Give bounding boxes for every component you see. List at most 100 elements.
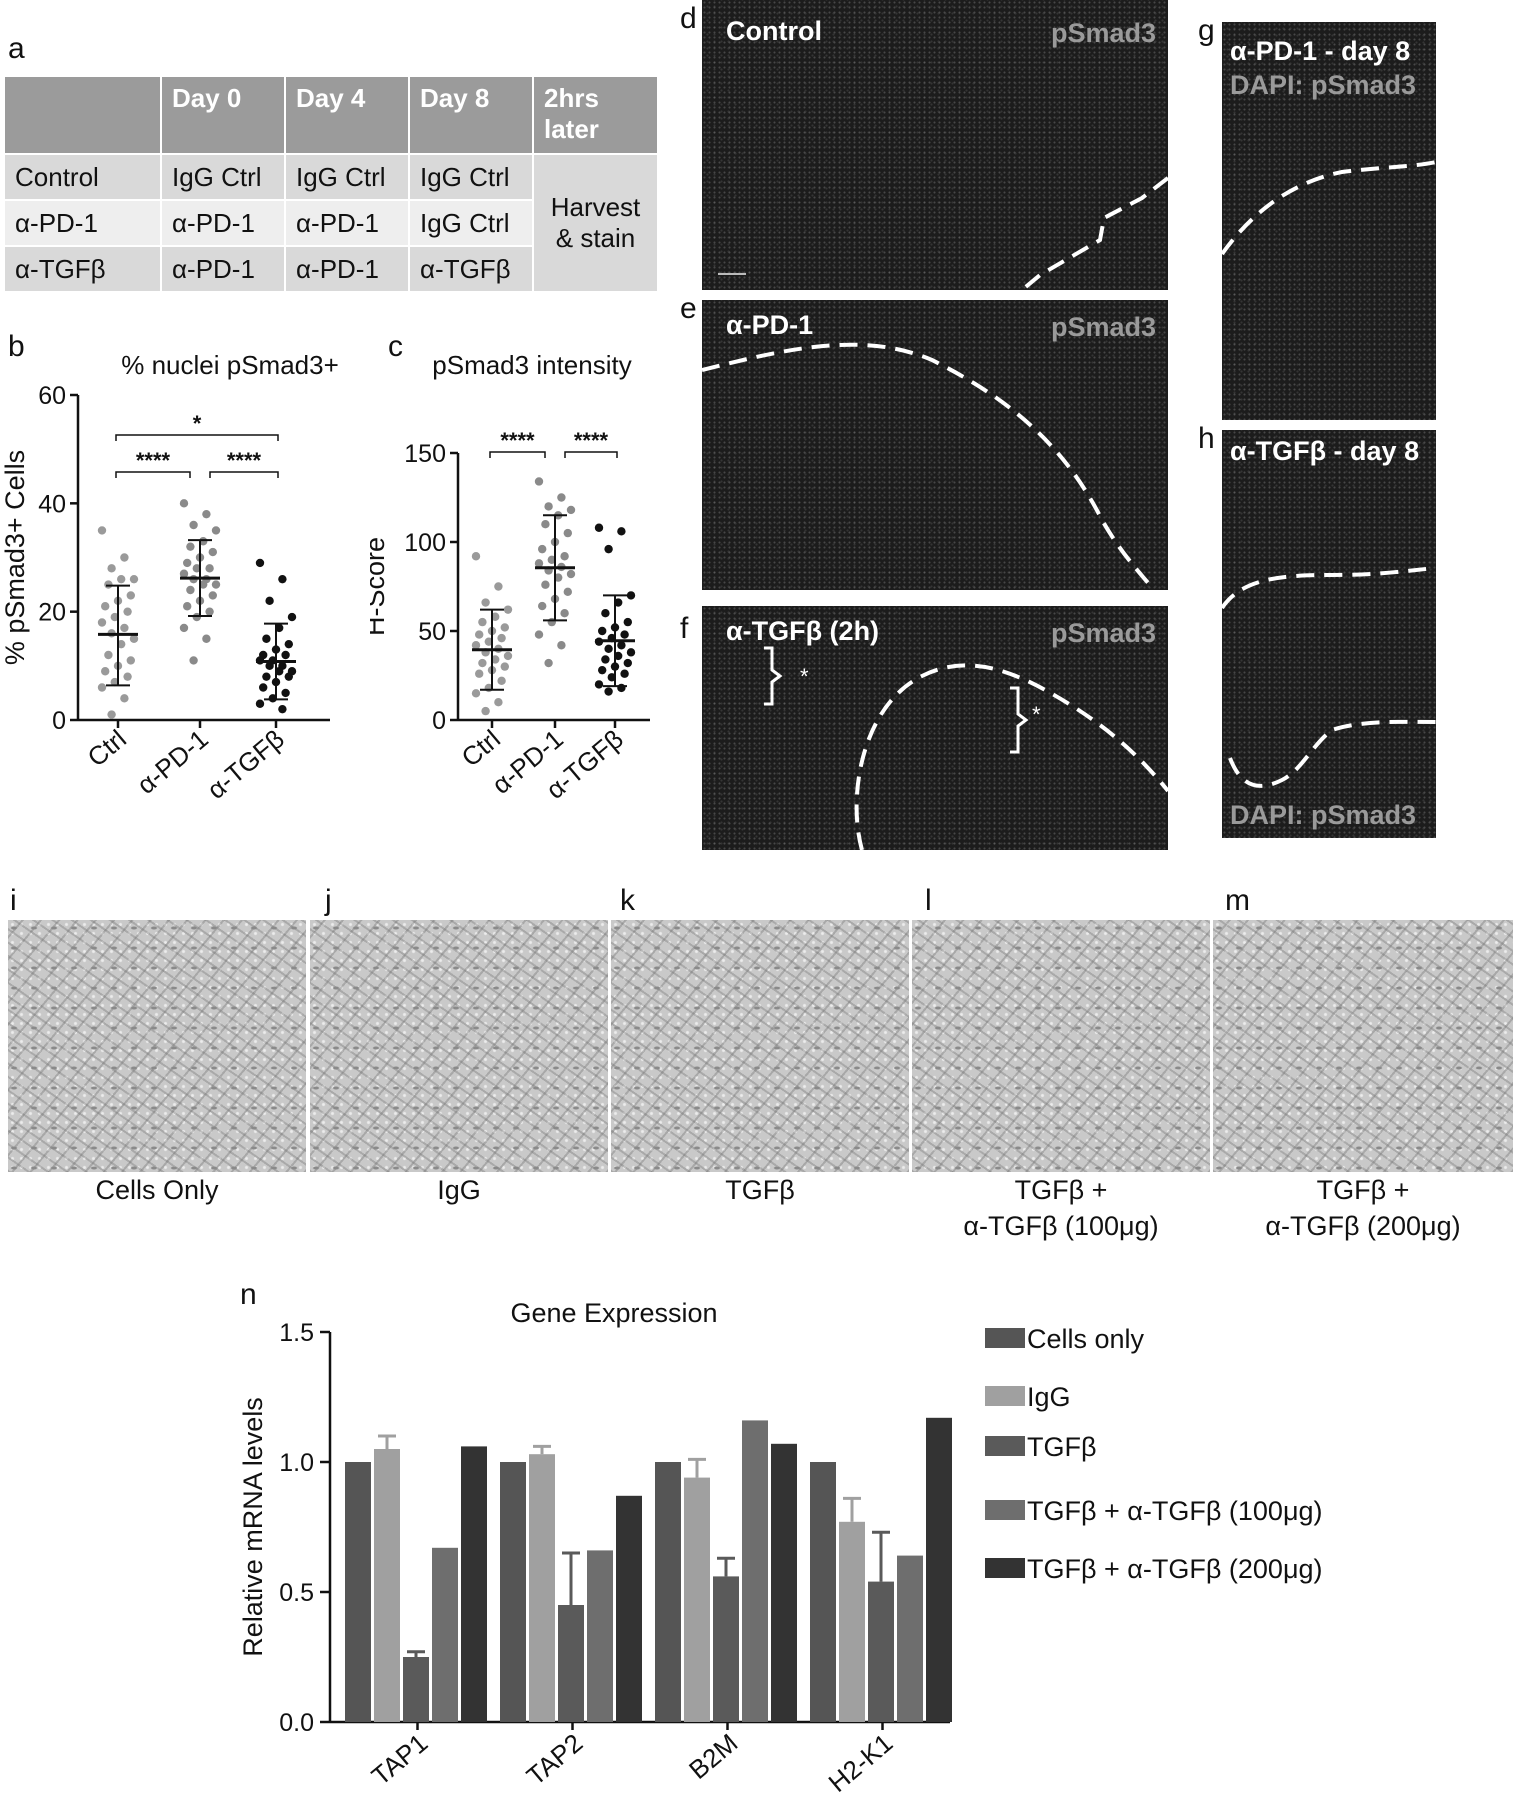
data-point	[541, 580, 550, 589]
y-tick-label: 40	[38, 490, 66, 518]
data-point	[497, 633, 506, 643]
bar	[461, 1446, 487, 1722]
y-tick-label: 0.0	[279, 1709, 314, 1737]
bar	[529, 1454, 555, 1722]
table-cell: α-TGFβ	[408, 245, 534, 293]
data-point	[601, 655, 610, 664]
data-point	[481, 706, 490, 716]
panel-letter-d: d	[680, 2, 697, 35]
data-point	[101, 602, 110, 611]
chart-title: pSmad3 intensity	[432, 350, 631, 380]
data-point	[604, 644, 613, 653]
table-cell: IgG Ctrl	[160, 153, 286, 201]
data-point	[478, 658, 487, 668]
table-cell: α-PD-1	[284, 199, 410, 247]
y-tick-label: 60	[38, 382, 66, 410]
bar	[374, 1449, 400, 1722]
bar	[432, 1547, 458, 1722]
significance-bracket	[209, 471, 279, 478]
scale-bar	[718, 273, 746, 275]
table-header-cell: Day 4	[284, 75, 410, 155]
data-point	[189, 656, 198, 665]
data-point	[617, 527, 626, 536]
stain-label: pSmad3	[1050, 312, 1156, 342]
data-point	[265, 596, 274, 606]
data-point	[129, 634, 139, 643]
data-point	[560, 609, 569, 618]
x-tick-label: H2-K1	[823, 1728, 899, 1798]
bar	[558, 1605, 584, 1722]
data-point	[255, 558, 265, 568]
treatment-schedule-table: Day 0 Day 4 Day 8 2hrs later Control IgG…	[3, 75, 659, 293]
table-header-cell: 2hrs later	[532, 75, 659, 155]
data-point	[284, 639, 293, 649]
micrograph-label: α-PD-1 - day 8	[1230, 36, 1411, 66]
data-point	[557, 493, 566, 502]
significance-label: ****	[136, 448, 171, 473]
data-point	[262, 634, 271, 643]
micrograph-label: α-TGFβ (2h)	[726, 616, 880, 646]
data-point	[604, 544, 613, 554]
brightfield-caption: IgG	[437, 1175, 481, 1205]
significance-label: ****	[227, 448, 262, 473]
panel-letter-g: g	[1198, 14, 1215, 47]
bar	[616, 1495, 642, 1722]
data-point	[179, 569, 189, 578]
data-point	[186, 585, 195, 595]
y-tick-label: 0	[52, 707, 66, 735]
data-point	[560, 552, 569, 561]
micrograph-label: Control	[726, 16, 822, 46]
table-cell: α-PD-1	[3, 199, 162, 247]
data-point	[544, 502, 553, 511]
data-point	[497, 676, 506, 686]
data-point	[566, 569, 576, 579]
data-point	[475, 669, 484, 678]
table-header-cell: Day 8	[408, 75, 534, 155]
data-point	[594, 523, 604, 532]
table-cell: α-PD-1	[160, 199, 286, 247]
significance-bracket	[564, 451, 618, 458]
data-point	[494, 698, 503, 707]
table-cell: IgG Ctrl	[284, 153, 410, 201]
brightfield-caption: TGFβ + α-TGFβ (200μg)	[1213, 1172, 1513, 1244]
data-point	[566, 505, 576, 515]
data-point	[281, 688, 290, 698]
y-tick-label: 100	[404, 529, 446, 557]
brightfield-igg	[310, 920, 608, 1172]
table-cell: IgG Ctrl	[408, 199, 534, 247]
data-point	[278, 704, 287, 714]
significance-bracket	[115, 434, 279, 441]
y-tick-label: 20	[38, 599, 66, 627]
data-point	[626, 591, 636, 600]
data-point	[199, 537, 208, 546]
table-merged-cell: Harvest & stain	[532, 153, 659, 293]
stain-label: DAPI: pSmad3	[1230, 800, 1417, 830]
data-point	[494, 582, 503, 591]
micrograph-anti-tgfb: * * α-TGFβ (2h) pSmad3	[702, 606, 1168, 850]
bar	[839, 1521, 865, 1722]
data-point	[126, 591, 135, 600]
data-point	[538, 544, 547, 554]
bar	[500, 1462, 526, 1722]
data-point	[97, 618, 107, 627]
data-point	[104, 580, 113, 589]
data-point	[120, 623, 129, 633]
data-point	[534, 559, 544, 568]
significance-label: ****	[500, 428, 535, 453]
panel-letter-k: k	[620, 884, 635, 917]
panel-letter-i: i	[10, 884, 17, 917]
data-point	[211, 526, 221, 535]
brightfield-caption: Cells Only	[95, 1175, 219, 1205]
data-point	[126, 656, 135, 665]
data-point	[205, 607, 214, 616]
data-point	[604, 687, 613, 696]
x-tick-label: α-PD-1	[131, 724, 214, 800]
data-point	[104, 650, 113, 660]
data-point	[623, 658, 632, 668]
data-point	[287, 612, 297, 622]
legend-label: Cells only	[1027, 1324, 1145, 1354]
data-point	[202, 509, 211, 519]
chart-percent-nuclei: % nuclei pSmad3+ % pSmad3+ Cells 0 20 40 60 Ct…	[0, 350, 339, 805]
tumor-boundary-line	[1222, 566, 1436, 610]
chart-gene-expression: Gene Expression Relative mRNA levels 0.0 0.…	[238, 1298, 1323, 1798]
